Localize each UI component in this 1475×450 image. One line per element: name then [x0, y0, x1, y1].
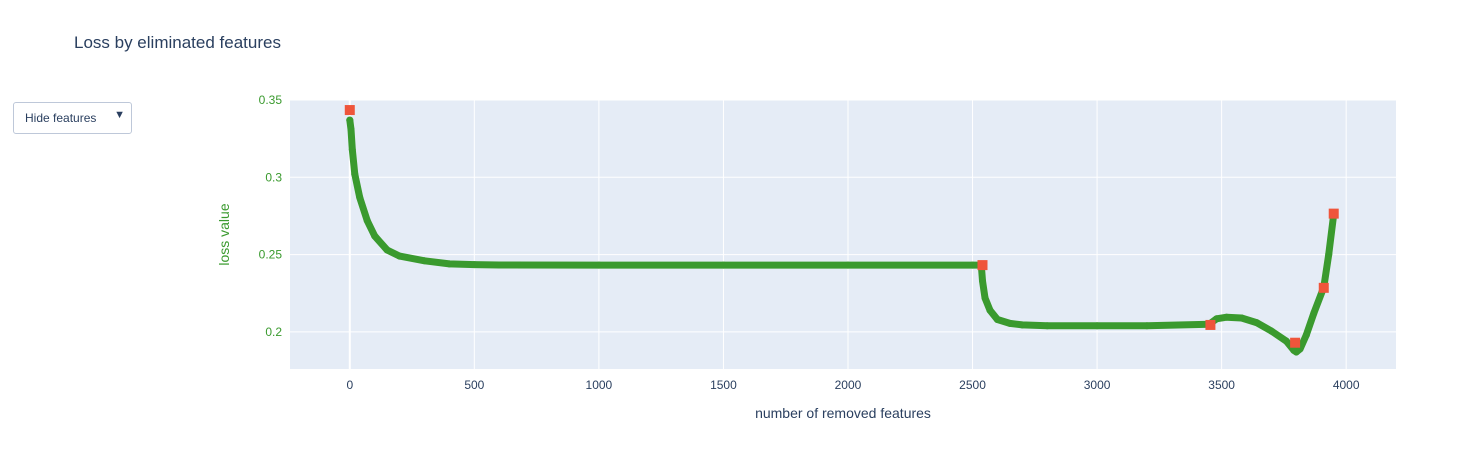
plot-area	[290, 100, 1396, 369]
loss-point	[1310, 309, 1318, 317]
loss-point	[1267, 327, 1275, 335]
dropdown-label: Hide features	[25, 111, 97, 125]
loss-point	[1043, 322, 1051, 330]
x-tick-label: 3000	[1084, 378, 1111, 392]
x-axis-title: number of removed features	[755, 405, 931, 421]
loss-point	[1302, 331, 1310, 339]
loss-point	[1253, 319, 1261, 327]
x-tick-label: 1500	[710, 378, 737, 392]
loss-point	[986, 306, 994, 314]
x-axis-ticks: 0 500 1000 1500 2000 2500 3000 3500 4000	[346, 378, 1359, 392]
y-tick-label: 0.2	[265, 325, 282, 339]
series-group	[346, 116, 1338, 356]
x-tick-label: 4000	[1333, 378, 1360, 392]
loss-point	[371, 232, 379, 240]
highlight-marker	[1318, 282, 1329, 293]
hide-features-dropdown[interactable]: Hide features ▼	[13, 102, 132, 134]
loss-point	[347, 125, 355, 133]
loss-point	[981, 294, 989, 302]
highlight-marker	[1290, 337, 1301, 348]
triangle-down-icon: ▼	[114, 109, 125, 121]
x-tick-label: 2000	[835, 378, 862, 392]
highlight-marker	[1205, 319, 1216, 330]
loss-point	[445, 260, 453, 268]
x-tick-label: 0	[346, 378, 353, 392]
loss-point	[719, 261, 727, 269]
x-tick-label: 3500	[1208, 378, 1235, 392]
loss-point	[844, 261, 852, 269]
loss-point	[1282, 337, 1290, 345]
loss-point	[470, 261, 478, 269]
y-tick-label: 0.25	[259, 248, 283, 262]
loss-point	[1143, 322, 1151, 330]
y-axis-ticks: 0.2 0.25 0.3 0.35	[259, 93, 283, 339]
loss-point	[421, 257, 429, 265]
x-tick-label: 500	[464, 378, 484, 392]
loss-point	[1223, 313, 1231, 321]
loss-point	[351, 170, 359, 178]
loss-point	[969, 261, 977, 269]
loss-point	[383, 246, 391, 254]
loss-point	[348, 145, 356, 153]
loss-point	[1325, 251, 1333, 259]
y-tick-label: 0.3	[265, 170, 282, 184]
y-axis-title: loss value	[216, 203, 232, 265]
loss-point	[1093, 322, 1101, 330]
loss-point	[1006, 319, 1014, 327]
highlight-marker	[344, 105, 355, 116]
highlight-markers	[344, 105, 1339, 348]
loss-point	[356, 193, 364, 201]
chart-title: Loss by eliminated features	[74, 33, 281, 52]
x-tick-label: 1000	[586, 378, 613, 392]
loss-point	[978, 277, 986, 285]
loss-point	[363, 217, 371, 225]
y-tick-label: 0.35	[259, 93, 283, 107]
loss-point	[595, 261, 603, 269]
loss-point	[495, 261, 503, 269]
highlight-marker	[977, 260, 988, 271]
loss-point	[1238, 314, 1246, 322]
loss-point	[346, 116, 354, 124]
x-tick-label: 2500	[959, 378, 986, 392]
grid-lines	[290, 99, 1396, 369]
highlight-marker	[1328, 208, 1339, 219]
loss-point	[993, 316, 1001, 324]
loss-point	[396, 252, 404, 260]
loss-point	[1018, 321, 1026, 329]
